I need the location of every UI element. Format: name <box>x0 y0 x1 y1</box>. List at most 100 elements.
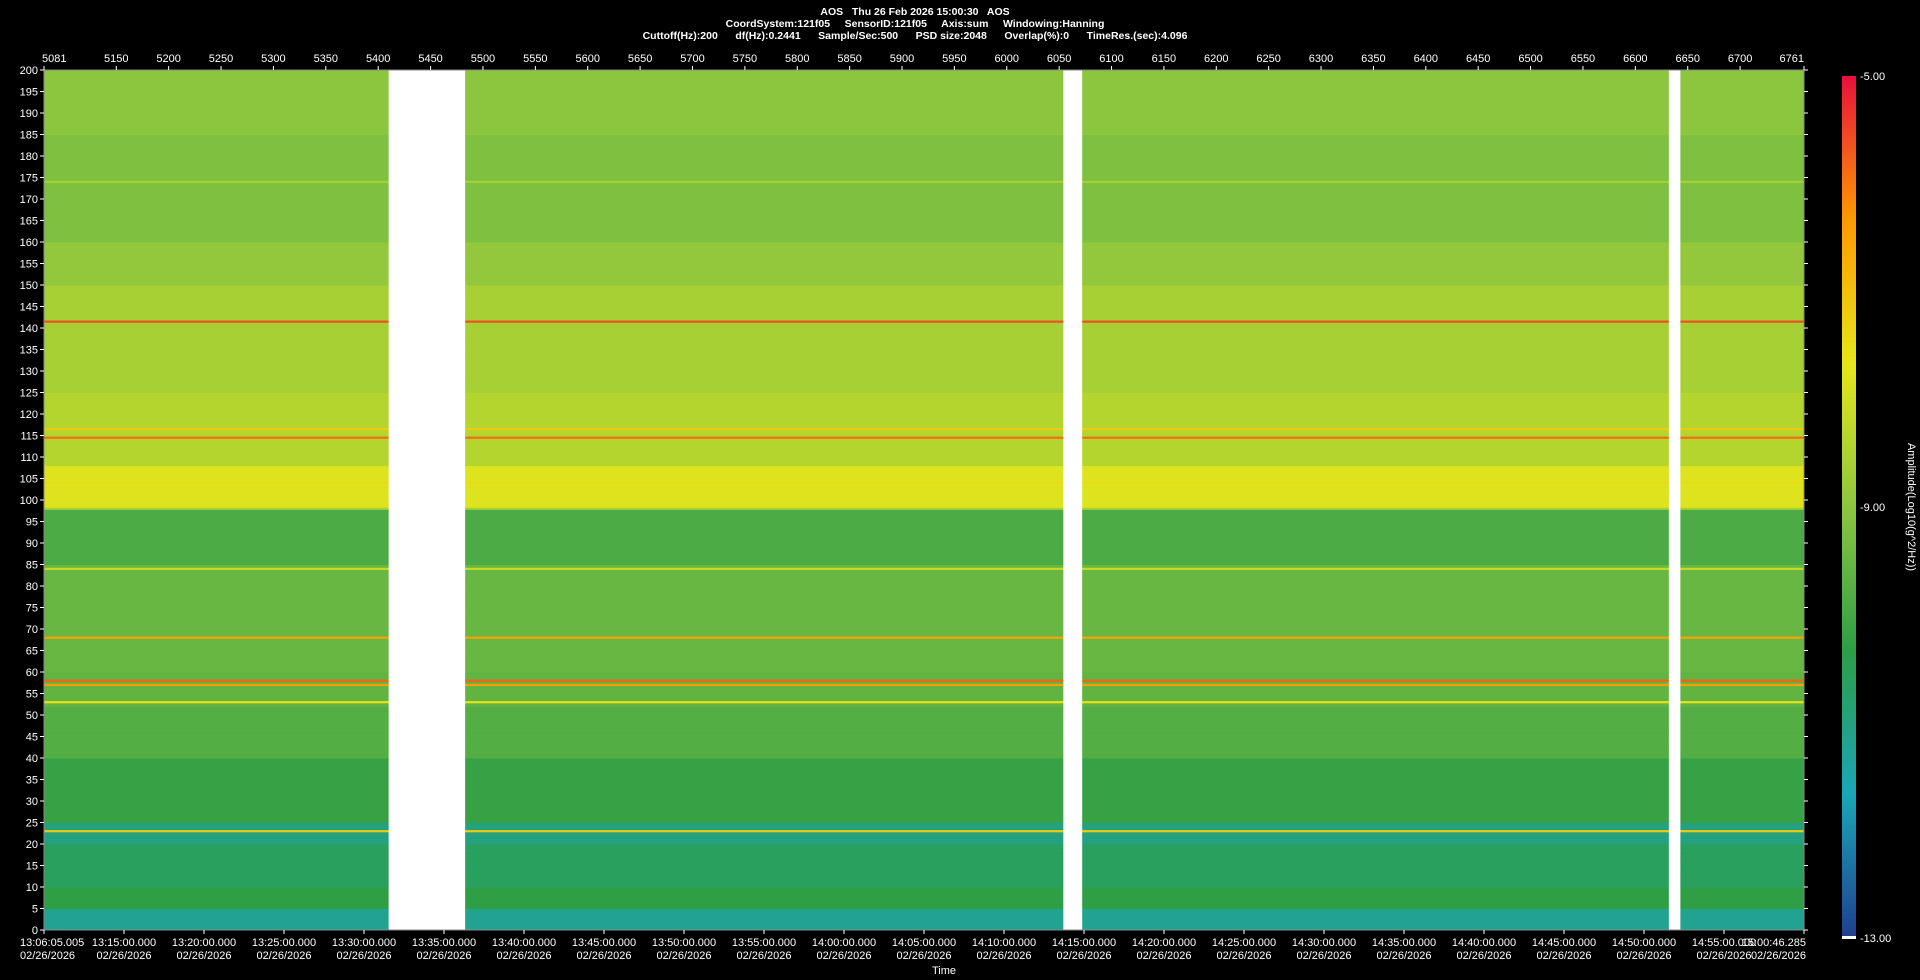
frequency-band <box>44 624 1804 630</box>
frequency-band <box>44 233 1804 239</box>
date-tick-label: 02/26/2026 <box>1216 950 1271 962</box>
top-tick-label: 6300 <box>1309 53 1333 65</box>
top-tick-label: 5350 <box>314 53 338 65</box>
frequency-band <box>44 448 1804 454</box>
frequency-band <box>44 358 1804 363</box>
frequency-band <box>44 512 1804 518</box>
frequency-band <box>44 530 1804 535</box>
frequency-band <box>44 151 1804 157</box>
y-tick-label: 65 <box>26 646 38 658</box>
frequency-band <box>44 216 1804 221</box>
data-gap <box>388 70 466 930</box>
y-tick-label: 20 <box>26 839 38 851</box>
spectral-line <box>44 436 1804 439</box>
frequency-band <box>44 392 1804 398</box>
frequency-band <box>44 865 1804 871</box>
frequency-band <box>44 710 1804 716</box>
spectral-line <box>44 683 1804 687</box>
y-tick-label: 45 <box>26 732 38 744</box>
frequency-band <box>44 753 1804 759</box>
frequency-band <box>44 414 1804 419</box>
frequency-band <box>44 581 1804 587</box>
date-tick-label: 02/26/2026 <box>1696 950 1751 962</box>
frequency-band <box>44 564 1804 570</box>
axes: 0 5 10 15 20 25 30 35 40 45 50 55 60 65 70 75 80 85 90 95 10… <box>20 53 1808 977</box>
frequency-band <box>44 736 1804 742</box>
frequency-band <box>44 74 1804 80</box>
top-tick-label: 6650 <box>1675 53 1699 65</box>
top-tick-label: 5750 <box>733 53 757 65</box>
frequency-band <box>44 267 1804 273</box>
date-tick-label: 02/26/2026 <box>736 950 791 962</box>
y-tick-label: 105 <box>20 474 38 486</box>
y-tick-label: 180 <box>20 151 38 163</box>
time-tick-label: 13:20:00.000 <box>172 937 236 949</box>
colorbar-top-cap <box>1842 76 1856 79</box>
frequency-band <box>44 680 1804 686</box>
frequency-band <box>44 693 1804 699</box>
top-tick-label: 6150 <box>1152 53 1176 65</box>
frequency-band <box>44 835 1804 841</box>
frequency-band <box>44 487 1804 492</box>
frequency-band <box>44 586 1804 591</box>
frequency-band <box>44 113 1804 118</box>
frequency-band <box>44 676 1804 682</box>
frequency-band <box>44 431 1804 436</box>
time-tick-label: 15:00:46.285 <box>1742 937 1806 949</box>
frequency-band <box>44 792 1804 798</box>
y-tick-label: 85 <box>26 560 38 572</box>
spectral-line <box>44 830 1804 833</box>
date-tick-label: 02/26/2026 <box>576 950 631 962</box>
frequency-band <box>44 848 1804 854</box>
frequency-band <box>44 805 1804 811</box>
frequency-band <box>44 371 1804 376</box>
frequency-band <box>44 770 1804 776</box>
date-tick-label: 02/26/2026 <box>416 950 471 962</box>
frequency-band <box>44 285 1804 290</box>
frequency-band <box>44 762 1804 768</box>
frequency-band <box>44 555 1804 561</box>
frequency-band <box>44 788 1804 793</box>
y-tick-label: 50 <box>26 710 38 722</box>
top-tick-label: 6450 <box>1466 53 1490 65</box>
top-tick-label: 5650 <box>628 53 652 65</box>
frequency-band <box>44 801 1804 806</box>
frequency-band <box>44 495 1804 501</box>
frequency-band <box>44 173 1804 178</box>
frequency-band <box>44 508 1804 514</box>
frequency-band <box>44 362 1804 368</box>
frequency-band <box>44 878 1804 884</box>
spectral-line <box>44 679 1804 682</box>
time-tick-label: 14:05:00.000 <box>892 937 956 949</box>
frequency-band <box>44 203 1804 209</box>
frequency-band <box>44 672 1804 677</box>
frequency-band <box>44 874 1804 879</box>
top-tick-label: 6400 <box>1414 53 1438 65</box>
frequency-band <box>44 715 1804 720</box>
y-tick-label: 175 <box>20 173 38 185</box>
frequency-band <box>44 194 1804 200</box>
frequency-band <box>44 91 1804 97</box>
frequency-band <box>44 439 1804 445</box>
frequency-band <box>44 345 1804 350</box>
frequency-band <box>44 254 1804 260</box>
frequency-band <box>44 117 1804 123</box>
chart-subtitle-settings: CoordSystem:121f05 SensorID:121f05 Axis:… <box>725 18 1105 30</box>
date-tick-label: 02/26/2026 <box>336 950 391 962</box>
frequency-band <box>44 689 1804 694</box>
frequency-band <box>44 654 1804 660</box>
spectral-line <box>44 428 1804 431</box>
y-tick-label: 0 <box>32 925 38 937</box>
top-tick-label: 5600 <box>575 53 599 65</box>
date-tick-label: 02/26/2026 <box>816 950 871 962</box>
top-tick-label: 5850 <box>837 53 861 65</box>
top-tick-label: 6200 <box>1204 53 1228 65</box>
frequency-band <box>44 482 1804 488</box>
top-tick-label: 6350 <box>1361 53 1385 65</box>
frequency-band <box>44 297 1804 303</box>
frequency-band <box>44 500 1804 505</box>
frequency-band <box>44 181 1804 187</box>
frequency-band <box>44 353 1804 359</box>
date-tick-label: 02/26/2026 <box>1456 950 1511 962</box>
y-tick-label: 155 <box>20 259 38 271</box>
